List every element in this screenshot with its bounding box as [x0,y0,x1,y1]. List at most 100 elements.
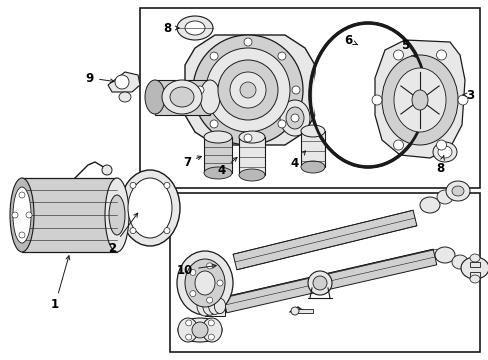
Text: 2: 2 [108,213,138,255]
Bar [203,137,231,173]
Ellipse shape [197,296,213,316]
Ellipse shape [290,114,298,122]
Ellipse shape [203,131,231,143]
Ellipse shape [451,186,463,196]
Ellipse shape [193,35,303,145]
Ellipse shape [178,318,198,342]
Text: 6: 6 [343,33,357,46]
Ellipse shape [210,52,218,60]
Ellipse shape [128,178,172,238]
Ellipse shape [163,228,170,234]
Ellipse shape [277,52,285,60]
Ellipse shape [170,87,194,107]
Ellipse shape [239,131,264,143]
Ellipse shape [12,212,18,218]
Ellipse shape [214,298,225,314]
Ellipse shape [445,181,469,201]
Text: 8: 8 [163,22,179,35]
Ellipse shape [210,120,218,128]
Ellipse shape [229,72,265,108]
Ellipse shape [205,48,289,132]
Ellipse shape [19,192,25,198]
Ellipse shape [192,322,207,338]
Bar [140,8,479,188]
Text: 4: 4 [290,151,305,170]
Ellipse shape [195,271,215,295]
Bar [469,262,479,267]
Ellipse shape [393,140,403,150]
Ellipse shape [145,80,164,114]
Text: 3: 3 [462,89,473,102]
Bar [22,178,117,252]
Ellipse shape [115,75,129,89]
Ellipse shape [432,142,456,162]
Ellipse shape [307,271,331,295]
Polygon shape [374,40,464,158]
Ellipse shape [437,146,451,158]
Ellipse shape [419,197,439,213]
Ellipse shape [371,95,381,105]
Ellipse shape [119,92,131,102]
Ellipse shape [206,263,212,269]
Ellipse shape [244,38,251,46]
Ellipse shape [469,275,479,283]
Polygon shape [223,249,436,313]
Ellipse shape [436,140,446,150]
Ellipse shape [120,170,180,246]
Ellipse shape [26,212,32,218]
Polygon shape [108,72,140,92]
Ellipse shape [217,280,223,286]
Ellipse shape [189,291,196,297]
Ellipse shape [381,55,457,145]
Ellipse shape [434,247,454,263]
Ellipse shape [206,297,212,303]
Ellipse shape [10,178,34,252]
Ellipse shape [244,134,251,142]
Ellipse shape [185,320,191,326]
Bar [294,309,312,313]
Ellipse shape [411,90,427,110]
Bar [155,80,209,115]
Text: 8: 8 [435,156,444,175]
Ellipse shape [301,125,325,137]
Ellipse shape [208,320,214,326]
Ellipse shape [457,95,467,105]
Ellipse shape [185,334,191,340]
Text: 5: 5 [400,39,415,57]
Ellipse shape [285,107,304,129]
Text: 9: 9 [86,72,114,85]
Ellipse shape [436,190,452,204]
Ellipse shape [105,178,129,252]
Text: 4: 4 [218,157,237,176]
Ellipse shape [312,276,326,290]
Text: 10: 10 [177,264,216,276]
Ellipse shape [130,228,136,234]
Ellipse shape [184,259,224,307]
Ellipse shape [109,195,125,235]
Ellipse shape [239,169,264,181]
Ellipse shape [200,80,220,114]
Bar [301,131,325,167]
Ellipse shape [13,187,31,243]
Ellipse shape [277,120,285,128]
Ellipse shape [177,251,232,315]
Polygon shape [184,35,314,145]
Bar [170,193,479,352]
Ellipse shape [460,257,488,279]
Ellipse shape [177,16,213,40]
Text: 1: 1 [51,256,70,311]
Bar [239,137,264,175]
Polygon shape [233,210,416,270]
Ellipse shape [196,86,203,94]
Ellipse shape [393,50,403,60]
Bar [469,272,479,277]
Ellipse shape [312,27,422,163]
Text: 7: 7 [183,156,201,168]
Ellipse shape [208,334,214,340]
Ellipse shape [102,165,112,175]
Ellipse shape [203,297,217,315]
Ellipse shape [184,21,204,35]
Ellipse shape [19,232,25,238]
Ellipse shape [280,100,309,136]
Bar [204,296,224,316]
